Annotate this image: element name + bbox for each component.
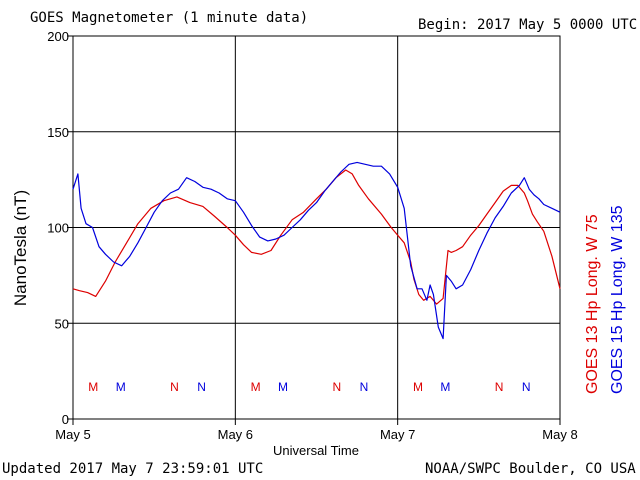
x-tick-label: May 8	[542, 427, 577, 442]
event-marker: M	[116, 380, 126, 394]
event-marker: N	[332, 380, 341, 394]
x-axis: May 5 May 6 May 7 May 8	[55, 419, 578, 442]
event-marker: M	[88, 380, 98, 394]
event-marker: N	[495, 380, 504, 394]
legend-goes15: GOES 15 Hp Long. W 135	[609, 205, 626, 394]
event-marker: N	[197, 380, 206, 394]
series-line-goes15	[72, 161, 561, 340]
event-marker: M	[278, 380, 288, 394]
y-tick-label: 100	[47, 221, 69, 236]
x-axis-label: Universal Time	[273, 443, 359, 458]
chart-title: GOES Magnetometer (1 minute data)	[30, 10, 309, 26]
begin-time: Begin: 2017 May 5 0000 UTC	[418, 17, 638, 33]
event-marker: M	[413, 380, 423, 394]
series-group	[72, 161, 561, 340]
grid	[73, 36, 560, 419]
source-credit: NOAA/SWPC Boulder, CO USA	[425, 461, 636, 477]
updated-time: Updated 2017 May 7 23:59:01 UTC	[2, 461, 264, 477]
y-axis: 0 50 100 150 200	[47, 29, 73, 427]
y-tick-label: 150	[47, 125, 69, 140]
y-tick-label: 0	[62, 412, 69, 427]
legend-goes13: GOES 13 Hp Long. W 75	[584, 214, 601, 394]
y-axis-label: NanoTesla (nT)	[11, 190, 30, 306]
y-tick-label: 200	[47, 29, 69, 44]
x-tick-label: May 5	[55, 427, 90, 442]
y-tick-label: 50	[55, 316, 69, 331]
series-line-goes13	[72, 169, 561, 305]
event-marker: N	[360, 380, 369, 394]
event-marker: M	[440, 380, 450, 394]
event-marker: N	[170, 380, 179, 394]
x-tick-label: May 7	[380, 427, 415, 442]
event-marker: M	[251, 380, 261, 394]
event-marker: N	[522, 380, 531, 394]
x-tick-label: May 6	[218, 427, 253, 442]
